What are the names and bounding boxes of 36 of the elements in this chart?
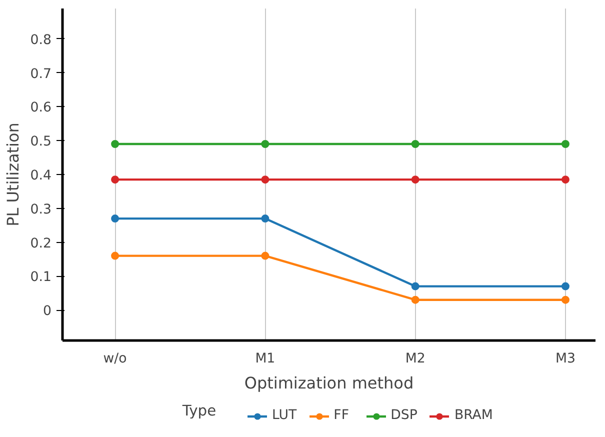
point	[561, 282, 570, 290]
point	[411, 296, 420, 304]
point	[561, 140, 570, 148]
point	[411, 282, 420, 290]
y-tick-label: 0.1	[30, 270, 52, 286]
y-tick-label: 0.4	[30, 168, 52, 184]
x-tick-label: M3	[555, 352, 576, 366]
y-axis-title: PL Utilization	[3, 122, 22, 226]
y-tick-label: 0.3	[30, 202, 52, 218]
point	[111, 252, 120, 260]
point	[561, 296, 570, 304]
point	[261, 252, 270, 260]
point	[411, 176, 420, 184]
legend-label: BRAM	[454, 408, 493, 423]
point	[261, 140, 270, 148]
y-tick-label: 0.6	[30, 100, 52, 116]
y-tick-label: 0	[43, 304, 52, 320]
y-tick-label: 0.7	[30, 66, 52, 82]
point	[111, 214, 120, 223]
legend-title: Type	[181, 402, 216, 420]
legend-label: LUT	[272, 408, 297, 423]
legend-label: FF	[334, 408, 350, 423]
point	[411, 140, 420, 148]
legend-label: DSP	[390, 408, 418, 423]
x-tick-label: M1	[255, 352, 276, 366]
point	[261, 214, 270, 223]
point	[111, 140, 120, 148]
x-axis-title: Optimization method	[244, 374, 414, 392]
y-tick-label: 0.2	[30, 236, 52, 252]
point	[111, 176, 120, 184]
point	[561, 176, 570, 184]
y-tick-label: 0.8	[30, 32, 52, 48]
x-tick-label: M2	[405, 352, 426, 366]
y-tick-label: 0.5	[30, 134, 52, 150]
x-tick-label: w/o	[103, 352, 127, 366]
point	[261, 176, 270, 184]
